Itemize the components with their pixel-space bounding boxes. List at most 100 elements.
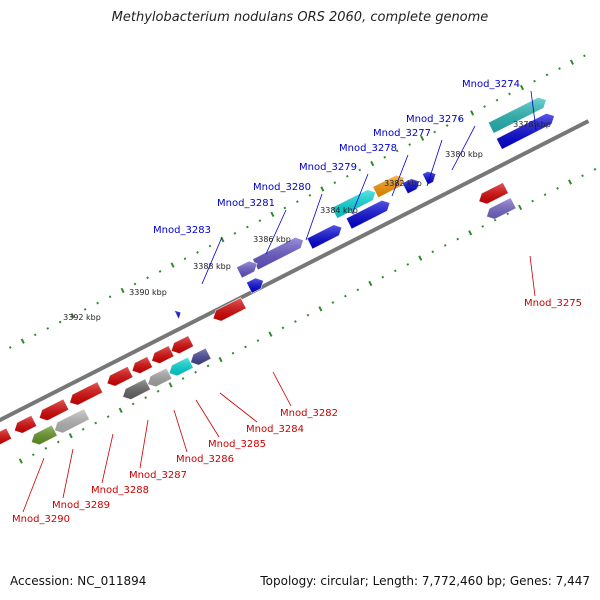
gene-label-forward: Mnod_3279 — [299, 162, 357, 173]
scale-tick-outer — [320, 186, 325, 192]
scale-label: 3392 kbp — [63, 313, 101, 322]
scale-tick-outer — [83, 308, 87, 311]
scale-tick-outer — [533, 79, 536, 83]
scale-tick-outer — [96, 301, 99, 305]
scale-tick-outer — [520, 84, 525, 91]
scale-tick-outer — [258, 219, 262, 223]
scale-label: 3384 kbp — [320, 206, 358, 215]
scale-tick-outer — [470, 110, 475, 116]
gene-label-forward: Mnod_3280 — [253, 182, 311, 193]
scale-tick-inner — [418, 255, 423, 261]
genome-summary: Topology: circular; Length: 7,772,460 bp… — [260, 574, 590, 588]
scale-tick-outer — [495, 98, 499, 102]
gene-label-forward: Mnod_3278 — [339, 143, 397, 154]
scale-tick-outer — [233, 232, 237, 235]
gene-arrow-shade — [107, 366, 133, 387]
scale-tick-inner — [568, 179, 573, 185]
scale-tick-inner — [244, 345, 247, 349]
scale-tick-outer — [133, 282, 137, 286]
gene-arrow-shade — [213, 297, 247, 322]
gene-arrow-shade — [422, 171, 436, 185]
scale-tick-outer — [170, 262, 175, 268]
scale-tick-inner — [306, 313, 310, 317]
scale-tick-outer — [370, 160, 375, 167]
scale-tick-outer — [196, 251, 199, 254]
scale-tick-inner — [56, 440, 60, 444]
gene-arrow-shade — [252, 237, 304, 270]
gene-arrow-shade — [132, 356, 153, 374]
scale-tick-outer — [246, 225, 249, 229]
gene-arrow-shade — [151, 345, 174, 364]
scale-tick-inner — [543, 193, 547, 197]
gene-arrow-shade — [147, 368, 172, 387]
gene-arrow-shade — [246, 277, 264, 294]
gene-arrow-shade — [169, 357, 194, 376]
gene-label-forward: Mnod_3281 — [217, 198, 275, 209]
scale-tick-inner — [118, 407, 123, 413]
scale-tick-inner — [106, 415, 110, 418]
scale-tick-inner — [206, 364, 210, 368]
scale-tick-outer — [70, 313, 75, 319]
backbone-line — [0, 119, 590, 423]
scale-tick-outer — [8, 346, 12, 349]
gene-arrow-shade — [346, 200, 390, 229]
scale-tick-inner — [94, 421, 98, 425]
scale-tick-outer — [58, 320, 62, 324]
scale-tick-inner — [181, 377, 185, 380]
scale-ring — [8, 54, 597, 464]
scale-tick-inner — [168, 382, 173, 388]
gene-label-reverse: Mnod_3288 — [91, 485, 149, 496]
gene-arrow-shade — [190, 348, 212, 366]
scale-tick-outer — [433, 130, 437, 134]
scale-tick-inner — [131, 402, 135, 406]
scale-tick-inner — [581, 174, 584, 178]
leader-line — [195, 399, 220, 438]
gene-label-reverse: Mnod_3286 — [176, 454, 234, 465]
scale-tick-inner — [356, 288, 360, 292]
scale-tick-outer — [296, 200, 299, 203]
gene-label-reverse: Mnod_3290 — [12, 514, 70, 525]
gene-label-forward: Mnod_3277 — [373, 128, 431, 139]
scale-label: 3378 kbp — [513, 120, 551, 129]
scale-tick-inner — [81, 427, 85, 431]
scale-tick-outer — [308, 193, 312, 197]
gene-arrow-shade — [486, 197, 517, 220]
scale-tick-outer — [395, 149, 399, 153]
scale-tick-inner — [31, 453, 35, 457]
genome-backbone — [0, 119, 590, 423]
gene-arrow-shade — [307, 224, 342, 249]
gene-label-reverse: Mnod_3285 — [208, 439, 266, 450]
gene-arrow-shade — [14, 415, 37, 434]
scale-tick-outer — [158, 270, 162, 273]
scale-tick-inner — [531, 199, 534, 203]
map-title: Methylobacterium nodulans ORS 2060, comp… — [111, 10, 489, 25]
leader-line — [201, 236, 223, 285]
gene-arrow-shade — [0, 428, 12, 445]
scale-tick-inner — [443, 244, 447, 247]
scale-tick-outer — [558, 67, 561, 70]
gene-arrow-shade — [31, 425, 58, 445]
scale-tick-inner — [406, 263, 410, 266]
leader-line — [391, 154, 409, 197]
scale-label: 3380 kbp — [445, 150, 483, 159]
scale-tick-outer — [583, 54, 586, 58]
gene-arrow-shade — [372, 175, 405, 198]
scale-tick-inner — [393, 269, 397, 273]
gene-arrow-shade — [54, 408, 90, 433]
scale-label: 3388 kbp — [193, 262, 231, 271]
gene-arrow-shade — [171, 335, 194, 354]
scale-tick-outer — [358, 168, 362, 172]
leader-line — [265, 209, 287, 255]
gene-features — [0, 96, 555, 446]
gene-label-reverse: Mnod_3284 — [246, 424, 304, 435]
gene-arrow-shade — [331, 189, 376, 219]
leader-line — [62, 448, 74, 499]
scale-tick-outer — [20, 338, 25, 344]
scale-tick-outer — [146, 276, 149, 280]
gene-label-forward: Mnod_3276 — [406, 114, 464, 125]
gene-arrow-shade — [402, 178, 420, 194]
gene-arrow-shade — [69, 381, 103, 406]
scale-tick-outer — [108, 295, 112, 299]
scale-tick-outer — [120, 287, 125, 294]
